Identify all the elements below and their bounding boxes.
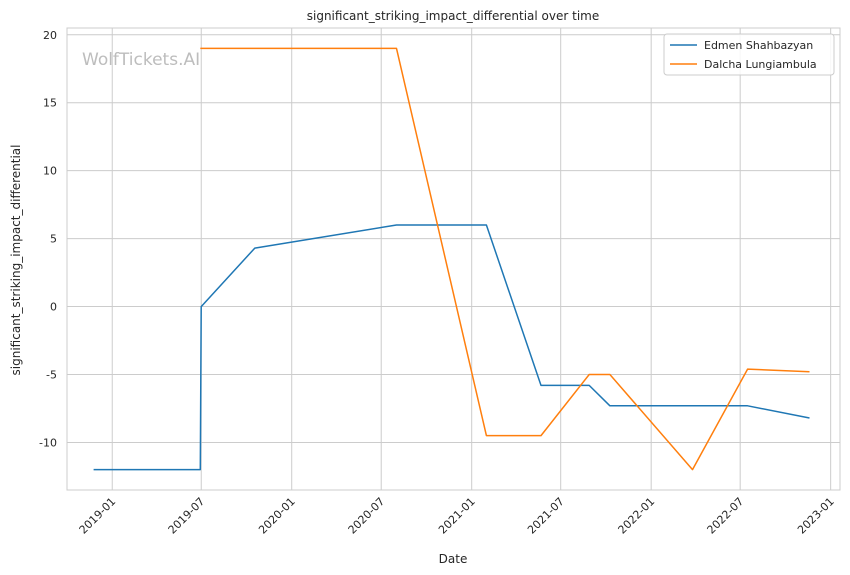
y-tick-label: -5 — [46, 369, 57, 382]
series-line-1 — [200, 47, 810, 471]
series-layer — [93, 47, 810, 471]
y-axis: -10 -5 0 5 10 15 20 — [39, 29, 57, 450]
chart-title: significant_striking_impact_differential… — [307, 9, 599, 23]
y-axis-title: significant_striking_impact_differential — [9, 145, 23, 376]
y-tick-label: 5 — [50, 233, 57, 246]
y-tick-label: -10 — [39, 436, 57, 449]
y-tick-label: 10 — [43, 165, 57, 178]
y-tick-label: 20 — [43, 29, 57, 42]
grid-lines — [67, 28, 840, 490]
legend-label-edmen: Edmen Shahbazyan — [704, 39, 813, 52]
plot-frame — [66, 27, 841, 491]
y-tick-label: 15 — [43, 97, 57, 110]
watermark: WolfTickets.AI — [82, 50, 200, 70]
x-axis-title: Date — [439, 552, 468, 566]
legend: Edmen Shahbazyan Dalcha Lungiambula — [663, 33, 835, 76]
y-tick-label: 0 — [50, 301, 57, 314]
legend-box — [663, 33, 835, 76]
series-line-0 — [93, 224, 810, 471]
legend-label-dalcha: Dalcha Lungiambula — [704, 58, 817, 71]
